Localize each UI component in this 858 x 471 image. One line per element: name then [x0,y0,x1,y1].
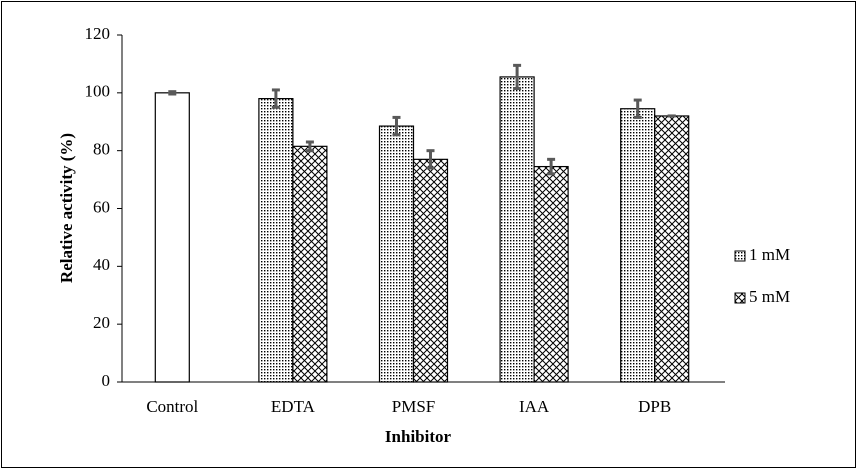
error-bar [392,115,401,137]
y-tick-label: 60 [93,197,110,216]
legend-label: 1 mM [749,245,790,264]
x-axis-title: Inhibitor [385,427,452,446]
error-bar [426,149,435,170]
bar [620,108,656,383]
x-tick-label: Control [146,397,198,416]
bar [292,145,328,383]
bar [412,158,449,383]
y-axis-title: Relative activity (%) [57,133,76,283]
x-tick-label: DPB [638,397,671,416]
x-tick-label: IAA [519,397,550,416]
legend-label: 5 mM [749,287,790,306]
legend-swatch [734,250,746,262]
error-bar [271,88,280,109]
y-tick-label: 100 [85,82,111,101]
bar [654,115,690,383]
y-tick-label: 20 [93,313,110,332]
bar [499,76,535,383]
y-tick-label: 40 [93,255,110,274]
bar [378,125,415,383]
error-bar [633,98,642,119]
y-tick-label: 0 [102,371,111,390]
y-tick-label: 120 [85,24,111,43]
error-bar [547,157,556,176]
y-tick-label: 80 [93,140,110,159]
bar [154,92,190,383]
error-bar [513,63,522,90]
legend-swatch [734,292,746,304]
x-tick-label: EDTA [271,397,316,416]
x-tick-label: PMSF [392,397,435,416]
bar [258,98,294,383]
bar [533,165,569,383]
error-bar [305,140,314,153]
error-bar [168,90,177,96]
